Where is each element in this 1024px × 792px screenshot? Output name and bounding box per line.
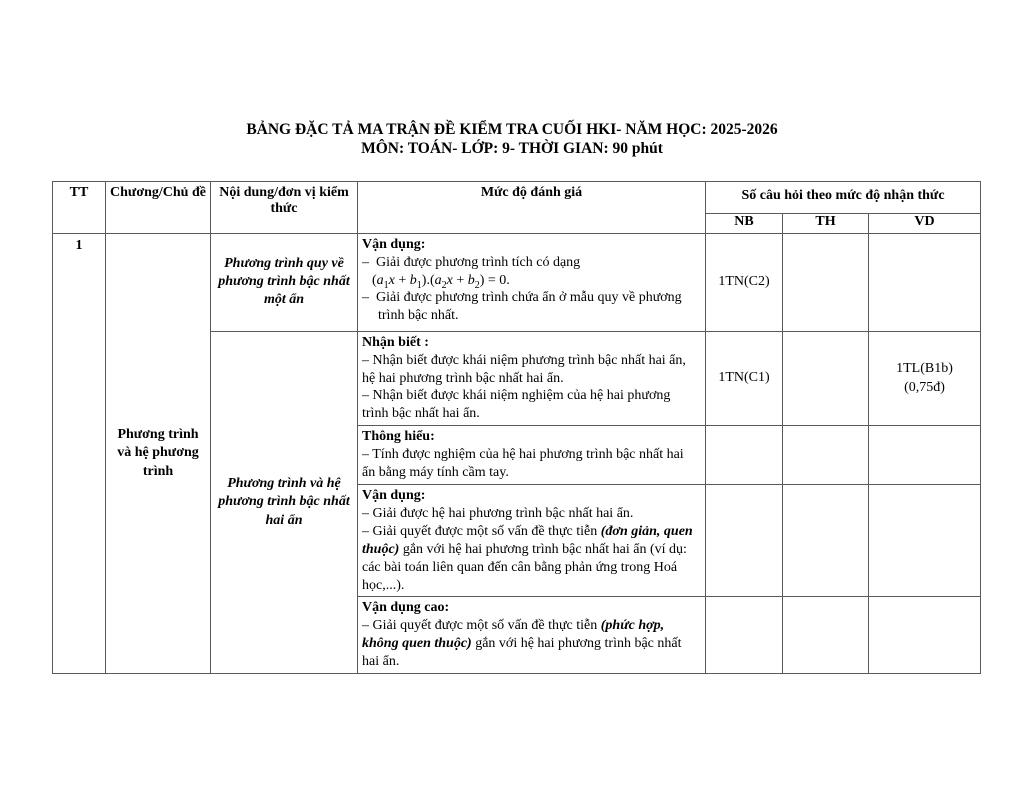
header-vd: VD [868, 212, 981, 234]
cell-assessment: Vận dụng: – Giải được phương trình tích c… [357, 232, 706, 332]
title-line-2: MÔN: TOÁN- LỚP: 9- THỜI GIAN: 90 phút [361, 140, 663, 158]
cell-vd [868, 425, 981, 485]
spec-matrix-table: TT Chương/Chủ đề Nội dung/đơn vị kiểm th… [52, 180, 981, 675]
table-row: Phương trình và hệ phương trình bậc nhất… [53, 330, 981, 675]
document-title: BẢNG ĐẶC TẢ MA TRẬN ĐỀ KIỂM TRA CUỐI HKI… [0, 120, 1024, 159]
cell-th [782, 232, 869, 332]
cell-assessment: Vận dụng: – Giải được hệ hai phương trình… [357, 483, 706, 598]
cell-th [782, 425, 869, 485]
table-row: Vận dụng: – Giải được hệ hai phương trình… [53, 483, 981, 598]
header-tt: TT [52, 180, 106, 234]
cell-chapter: Phương trình và hệ phương trình [105, 232, 211, 675]
header-assessment: Mức độ đánh giá [357, 180, 706, 234]
cell-nb [705, 483, 783, 598]
cell-assessment: Nhận biết : – Nhận biết được khái niệm ph… [357, 330, 706, 427]
cell-assessment: Vận dụng cao: – Giải quyết được một số vấ… [357, 596, 706, 675]
cell-vd: 1TL(B1b) (0,75đ) [868, 330, 981, 427]
cell-th [782, 483, 869, 598]
header-question-counts: Số câu hỏi theo mức độ nhận thức [705, 180, 981, 214]
document-page: BẢNG ĐẶC TẢ MA TRẬN ĐỀ KIỂM TRA CUỐI HKI… [0, 120, 1024, 675]
cell-tt: 1 [52, 232, 106, 675]
header-row-1: TT Chương/Chủ đề Nội dung/đơn vị kiểm th… [52, 180, 981, 234]
header-content: Nội dung/đơn vị kiểm thức [210, 180, 358, 234]
cell-nb: 1TN(C2) [705, 232, 783, 332]
table-row: 1 Phương trình và hệ phương trình Phương… [52, 232, 981, 675]
cell-nb [705, 596, 783, 675]
cell-vd [868, 596, 981, 675]
cell-nb: 1TN(C1) [705, 330, 783, 427]
cell-topic-1: Phương trình quy về phương trình bậc nhấ… [210, 232, 358, 332]
table-row: Vận dụng cao: – Giải quyết được một số vấ… [53, 596, 981, 675]
header-nb: NB [705, 212, 783, 234]
cell-th [782, 330, 869, 427]
cell-vd [868, 232, 981, 332]
cell-vd [868, 483, 981, 598]
cell-th [782, 596, 869, 675]
title-line-1: BẢNG ĐẶC TẢ MA TRẬN ĐỀ KIỂM TRA CUỐI HKI… [246, 121, 778, 138]
cell-nb [705, 425, 783, 485]
header-th: TH [782, 212, 869, 234]
cell-topic-2: Phương trình và hệ phương trình bậc nhất… [210, 330, 358, 675]
cell-assessment: Thông hiểu: – Tính được nghiệm của hệ hai… [357, 425, 706, 485]
header-chapter: Chương/Chủ đề [105, 180, 211, 234]
